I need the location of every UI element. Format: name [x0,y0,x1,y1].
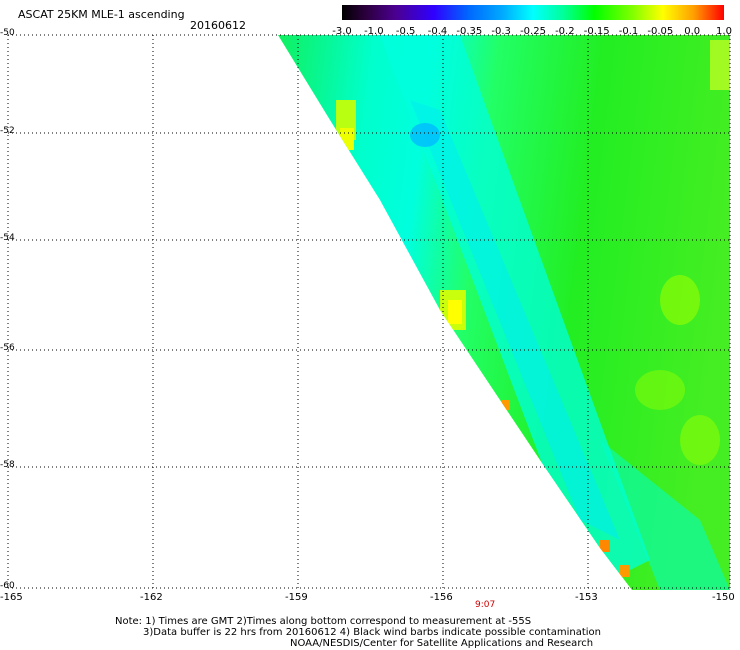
lon-label: -150 [712,592,735,603]
colorbar-tick-label: -0.1 [618,26,639,37]
map-date: 20160612 [190,19,246,32]
lon-label: -156 [430,592,453,603]
lat-label: -58 [0,460,15,470]
lat-label: -50 [0,28,15,38]
colorbar-tick-label: 1.0 [716,26,732,37]
colorbar-tick-label: -0.4 [427,26,448,37]
colorbar-tick-label: -0.05 [647,26,674,37]
note-line-3: NOAA/NESDIS/Center for Satellite Applica… [290,638,594,649]
colorbar-tick-label: -1.0 [364,26,384,37]
lat-label: -56 [0,343,15,353]
colorbar-tick-label: -0.2 [555,26,575,37]
time-label: 9:07 [475,600,496,610]
colorbar-tick-label: -0.35 [456,26,483,37]
map-title: ASCAT 25KM MLE-1 ascending [18,8,185,21]
lat-label: -52 [0,126,15,136]
lat-label: -60 [0,581,15,591]
lat-label: -54 [0,233,15,243]
note-line-2: 3)Data buffer is 22 hrs from 20160612 4)… [143,627,601,638]
colorbar [342,5,724,20]
note-line-1: Note: 1) Times are GMT 2)Times along bot… [115,616,532,627]
lon-label: -165 [0,592,23,603]
swath-data [278,35,730,590]
lon-label: -153 [575,592,598,603]
colorbar-tick-label: 0.0 [684,26,701,37]
colorbar-tick-label: -0.5 [395,26,416,37]
graticule [7,34,731,590]
colorbar-tick-label: -3.0 [332,26,352,37]
lon-label: -159 [285,592,308,603]
lon-label: -162 [140,592,163,603]
colorbar-tick-label: -0.3 [491,26,511,37]
colorbar-tick-label: -0.15 [583,26,610,37]
colorbar-tick-label: -0.25 [520,26,546,37]
